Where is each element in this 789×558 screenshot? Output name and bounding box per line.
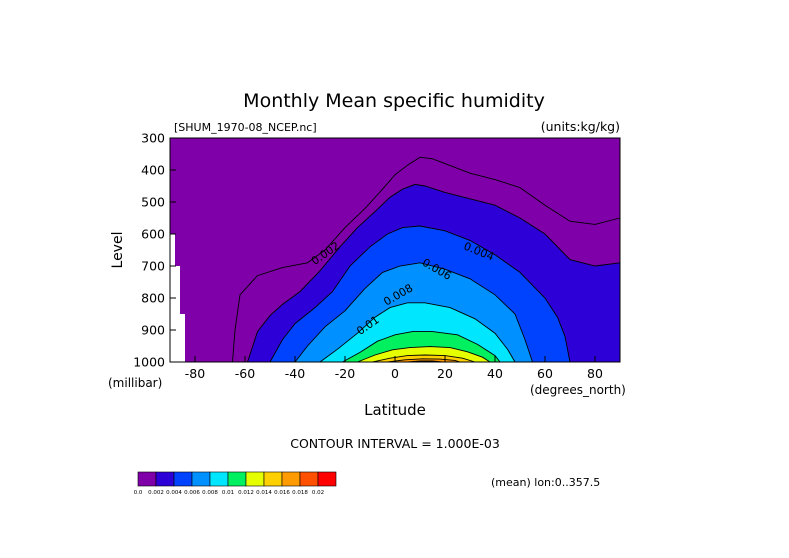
units-label: (units:kg/kg): [541, 119, 620, 134]
colorbar-swatch: [173, 471, 193, 487]
contour-interval-text: CONTOUR INTERVAL = 1.000E-03: [290, 436, 500, 451]
contour-line-0.002: [247, 183, 621, 363]
colorbar-label: 0.016: [274, 490, 290, 496]
y-axis: 300 400 500 600 700 800 900 1000: [133, 131, 176, 370]
colorbar-swatch: [155, 471, 175, 487]
contour-fills: [170, 138, 620, 362]
x-tick-label: -40: [285, 366, 305, 381]
contour-line-0.012: [357, 346, 491, 363]
contour-line-0.001: [232, 156, 621, 363]
x-tick-label: 60: [537, 366, 553, 381]
chart-title: Monthly Mean specific humidity: [243, 90, 545, 112]
contour-line-0.004: [269, 225, 571, 363]
y-tick-label: 700: [141, 259, 165, 274]
y-axis-label: Level: [110, 232, 126, 269]
contour-line-0.008: [319, 302, 516, 363]
colorbar-swatch: [137, 471, 157, 487]
y-tick-label: 900: [141, 323, 165, 338]
x-tick-label: 80: [587, 366, 603, 381]
colorbar-label: 0.012: [238, 490, 254, 496]
x-tick-label: 40: [487, 366, 503, 381]
colorbar-swatch: [209, 471, 229, 487]
colorbar-swatch: [263, 471, 283, 487]
x-axis: -80 -60 -40 -20 0 20 40 60 80: [185, 356, 603, 381]
y-units-label: (millibar): [108, 376, 162, 390]
y-tick-label: 800: [141, 291, 165, 306]
colorbar-swatch: [227, 471, 247, 487]
y-tick-label: 600: [141, 227, 165, 242]
x-tick-label: 0: [391, 366, 399, 381]
colorbar-swatch: [281, 471, 301, 487]
colorbar-swatch: [299, 471, 319, 487]
colorbar-label: 0.008: [202, 490, 218, 496]
contour-line-0.006: [294, 262, 533, 363]
colorbar-swatch: [245, 471, 265, 487]
y-tick-label: 500: [141, 195, 165, 210]
colorbar-label: 0.004: [166, 490, 182, 496]
colorbar-label: 0.002: [148, 490, 164, 496]
x-units-label: (degrees_north): [530, 383, 626, 397]
contour-line-0.016: [387, 358, 461, 363]
x-axis-label: Latitude: [364, 401, 426, 419]
x-tick-label: -60: [235, 366, 255, 381]
colorbar-label: 0.0: [134, 490, 143, 496]
x-tick-label: -80: [185, 366, 205, 381]
colorbar-label: 0.006: [184, 490, 200, 496]
colorbar-swatch: [317, 471, 337, 487]
x-tick-label: -20: [335, 366, 355, 381]
y-tick-label: 400: [141, 163, 165, 178]
mean-longitude-text: (mean) lon:0..357.5: [491, 476, 600, 489]
colorbar-label: 0.014: [256, 490, 272, 496]
colorbar-swatch: [191, 471, 211, 487]
contour-line-0.014: [372, 354, 476, 363]
colorbar-label: 0.01: [222, 490, 234, 496]
x-tick-label: 20: [437, 366, 453, 381]
y-tick-label: 1000: [133, 355, 165, 370]
file-label: [SHUM_1970-08_NCEP.nc]: [174, 121, 317, 134]
y-tick-label: 300: [141, 131, 165, 146]
colorbar: 0.0 0.002 0.004 0.006 0.008 0.01 0.012 0.014 0.0…: [134, 471, 337, 496]
colorbar-label: 0.02: [312, 490, 324, 496]
contour-line-0.010: [342, 331, 501, 363]
colorbar-label: 0.018: [292, 490, 308, 496]
